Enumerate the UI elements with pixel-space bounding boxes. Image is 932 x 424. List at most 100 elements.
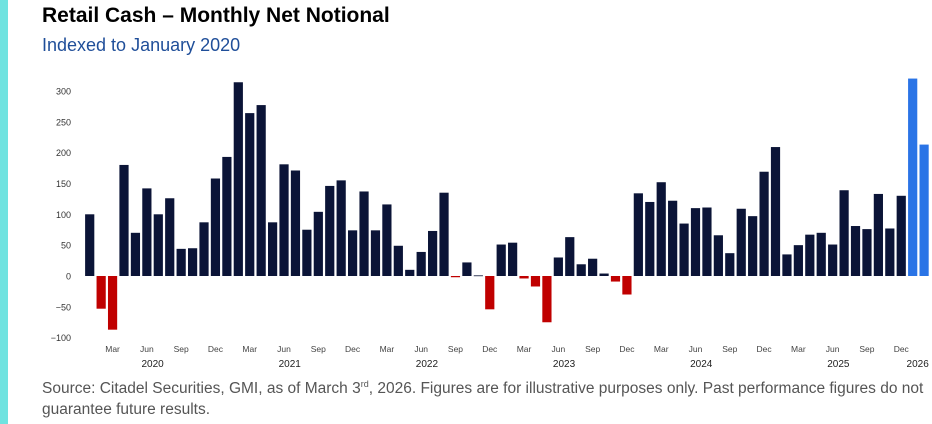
bar-2020-07 [153, 214, 163, 276]
x-tick-month-label: Jun [277, 344, 291, 354]
y-tick-label: 250 [56, 117, 71, 127]
bar-2020-01 [85, 214, 95, 276]
bar-2025-12 [896, 195, 906, 276]
bar-2021-12 [348, 230, 358, 276]
bar-2025-10 [873, 193, 883, 276]
x-year-label: 2021 [279, 359, 302, 370]
chart-subtitle: Indexed to January 2020 [42, 35, 241, 55]
bar-2025-06 [828, 244, 838, 276]
bar-2020-12 [210, 178, 221, 276]
bar-2025-02 [782, 254, 792, 276]
x-tick-month-label: Jun [551, 344, 565, 354]
bar-2023-02 [508, 242, 518, 276]
x-year-label: 2026 [907, 359, 930, 370]
bar-2021-05 [268, 222, 278, 276]
x-tick-month-label: Mar [517, 344, 532, 354]
bar-2024-07 [702, 207, 712, 276]
y-tick-label: 100 [56, 210, 71, 220]
x-tick-month-label: Mar [654, 344, 669, 354]
x-axis: Mar Jun Sep Dec Mar Jun Sep Dec Mar Jun Sep Dec Mar J… [105, 344, 929, 370]
bar-2022-07 [428, 230, 438, 276]
bar-2025-03 [793, 245, 803, 276]
y-axis: −100 −50 0 50 100 150 200 250 300 [51, 86, 71, 343]
bar-2020-06 [142, 188, 152, 276]
bar-2021-03 [245, 113, 255, 276]
bar-2021-07 [290, 170, 301, 276]
y-tick-label: 50 [61, 241, 71, 251]
bar-2020-03 [107, 276, 118, 330]
bar-2022-06 [416, 251, 426, 276]
y-tick-label: 300 [56, 86, 71, 96]
bar-2022-09 [450, 276, 461, 278]
x-tick-month-label: Mar [105, 344, 120, 354]
bar-2020-04 [119, 164, 129, 276]
bar-2021-02 [233, 82, 243, 276]
bar-2021-09 [313, 211, 323, 276]
bar-2024-05 [679, 223, 689, 277]
x-tick-month-label: Jun [689, 344, 703, 354]
x-tick-month-label: Dec [619, 344, 635, 354]
bar-2024-02 [645, 201, 655, 276]
bar-2020-08 [165, 198, 175, 276]
footnote-text-end: , 2026. Figures are for illustrative pur… [42, 380, 924, 418]
bar-2020-02 [96, 276, 106, 309]
y-tick-label: 0 [66, 272, 71, 282]
source-footnote: Source: Citadel Securities, GMI, as of M… [42, 378, 930, 420]
bar-2024-10 [736, 208, 746, 276]
x-tick-month-label: Sep [311, 344, 326, 354]
bar-2023-08 [576, 264, 586, 276]
bar-2022-04 [393, 245, 403, 276]
footnote-text-start: Source: Citadel Securities, GMI, as of M… [42, 380, 361, 397]
bar-2025-11 [885, 228, 895, 276]
bar-2023-11 [610, 276, 621, 282]
x-tick-month-label: Dec [894, 344, 910, 354]
bar-2024-06 [690, 208, 701, 276]
bar-2020-10 [187, 248, 198, 277]
bar-2024-03 [656, 182, 666, 276]
bar-2021-10 [325, 185, 335, 276]
x-tick-month-label: Sep [174, 344, 189, 354]
bar-2022-05 [405, 269, 415, 276]
bar-2022-01 [359, 191, 369, 276]
accent-bar [0, 0, 8, 424]
x-year-label: 2023 [553, 359, 576, 370]
x-year-label: 2022 [416, 359, 439, 370]
bar-2022-02 [370, 230, 381, 276]
y-tick-label: 150 [56, 179, 71, 189]
y-tick-label: −50 [56, 302, 71, 312]
x-tick-month-label: Dec [482, 344, 498, 354]
bar-2026-01 [908, 78, 918, 276]
bar-2021-01 [222, 156, 232, 276]
bar-2020-09 [176, 248, 186, 276]
x-tick-month-label: Sep [585, 344, 600, 354]
bar-2021-11 [336, 180, 346, 277]
x-tick-month-label: Dec [345, 344, 361, 354]
bar-2023-03 [519, 276, 529, 279]
bar-2023-01 [496, 244, 506, 276]
bar-2024-09 [725, 253, 735, 276]
bar-2023-10 [599, 273, 609, 276]
y-tick-label: 200 [56, 148, 71, 158]
bar-2021-06 [279, 164, 289, 276]
bar-2021-04 [256, 105, 266, 276]
bar-2022-10 [462, 262, 472, 276]
x-tick-month-label: Jun [826, 344, 840, 354]
bar-2023-04 [530, 276, 541, 287]
x-year-label: 2020 [141, 359, 164, 370]
bar-2024-12 [759, 171, 769, 276]
bar-2025-08 [850, 226, 861, 276]
x-tick-month-label: Jun [414, 344, 428, 354]
bar-2022-11 [473, 275, 483, 277]
chart-title: Retail Cash – Monthly Net Notional [42, 4, 390, 27]
x-tick-month-label: Sep [448, 344, 463, 354]
x-tick-month-label: Jun [140, 344, 154, 354]
x-tick-month-label: Sep [859, 344, 874, 354]
bar-2026-02 [919, 144, 929, 276]
bar-2025-07 [839, 190, 849, 276]
bar-2024-04 [668, 200, 678, 276]
footnote-ordinal-suffix: rd [360, 378, 369, 389]
bar-2020-05 [130, 232, 141, 276]
bar-2023-06 [553, 257, 563, 276]
x-year-label: 2025 [827, 359, 850, 370]
